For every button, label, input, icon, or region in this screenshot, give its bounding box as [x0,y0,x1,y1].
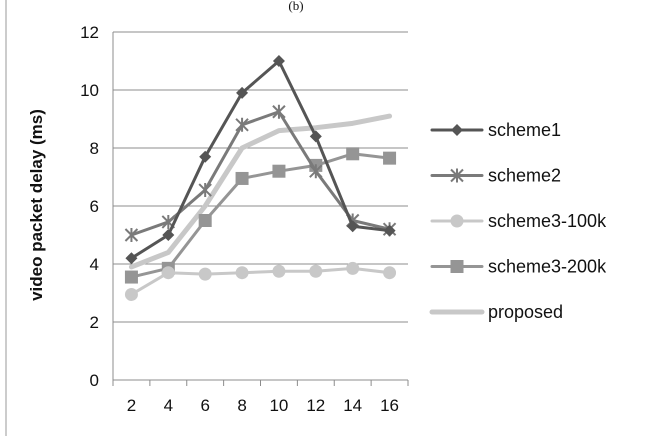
x-tick-label: 2 [127,396,136,415]
x-tick-label: 8 [237,396,246,415]
legend-label: scheme1 [488,120,561,140]
x-tick-label: 14 [343,396,362,415]
data-point [161,266,175,280]
data-point [346,147,360,161]
legend-marker [451,124,463,136]
legend-item: scheme3-200k [430,257,607,277]
data-point [124,270,138,284]
data-point [309,164,323,179]
data-point [309,130,322,143]
data-point [383,151,397,165]
series-line [129,152,392,279]
data-point [235,117,249,132]
chart-title: (b) [288,0,303,13]
data-point [198,267,212,281]
x-tick-label: 16 [380,396,399,415]
data-point [272,104,286,119]
series-line [128,113,393,270]
x-tick-label: 6 [200,396,209,415]
data-point [236,86,249,99]
x-tick-label: 4 [164,396,173,415]
x-tick-labels: 2 4 6 8 10 12 14 16 [127,396,399,415]
legend-label: scheme3-200k [488,257,607,277]
legend-label: proposed [488,302,563,322]
y-tick-label: 8 [90,139,99,158]
axes [5,0,409,436]
data-point [272,264,286,278]
y-tick-label: 10 [80,81,99,100]
legend: scheme1 scheme2 scheme3-100k scheme3-200k pr… [429,120,607,322]
data-point [272,55,285,67]
series-proposed [128,113,393,270]
data-point [383,266,397,280]
data-point [199,150,212,163]
series-group [124,55,397,301]
data-point [124,228,139,242]
y-tick-labels: 0 2 4 6 8 10 12 [80,23,99,390]
y-tick-label: 4 [90,255,99,274]
series-scheme3-100k [124,261,397,301]
data-point [124,287,138,301]
legend-item: proposed [429,302,563,322]
legend-label: scheme2 [488,166,561,186]
data-point [125,252,138,265]
y-tick-label: 12 [80,23,99,42]
series-scheme1 [125,55,396,265]
data-point [235,266,249,280]
data-point [383,224,396,237]
series-line [129,59,392,260]
data-point [235,171,249,185]
y-tick-label: 0 [90,371,99,390]
x-tick-label: 12 [306,396,325,415]
x-tick-label: 10 [269,396,288,415]
y-axis-label: video packet delay (ms) [27,109,46,301]
y-tick-label: 2 [90,313,99,332]
data-point [272,164,286,178]
legend-item: scheme2 [430,166,561,186]
legend-label: scheme3-100k [488,211,607,231]
data-point [198,183,212,198]
legend-item: scheme3-100k [430,211,607,231]
data-point [162,229,175,241]
data-point [346,220,359,233]
data-point [346,261,360,275]
legend-item: scheme1 [430,120,561,140]
legend-marker [450,168,464,183]
legend-marker [450,214,464,228]
legend-marker [450,260,464,273]
data-point [309,264,323,278]
data-point [198,214,212,227]
y-tick-label: 6 [90,197,99,216]
